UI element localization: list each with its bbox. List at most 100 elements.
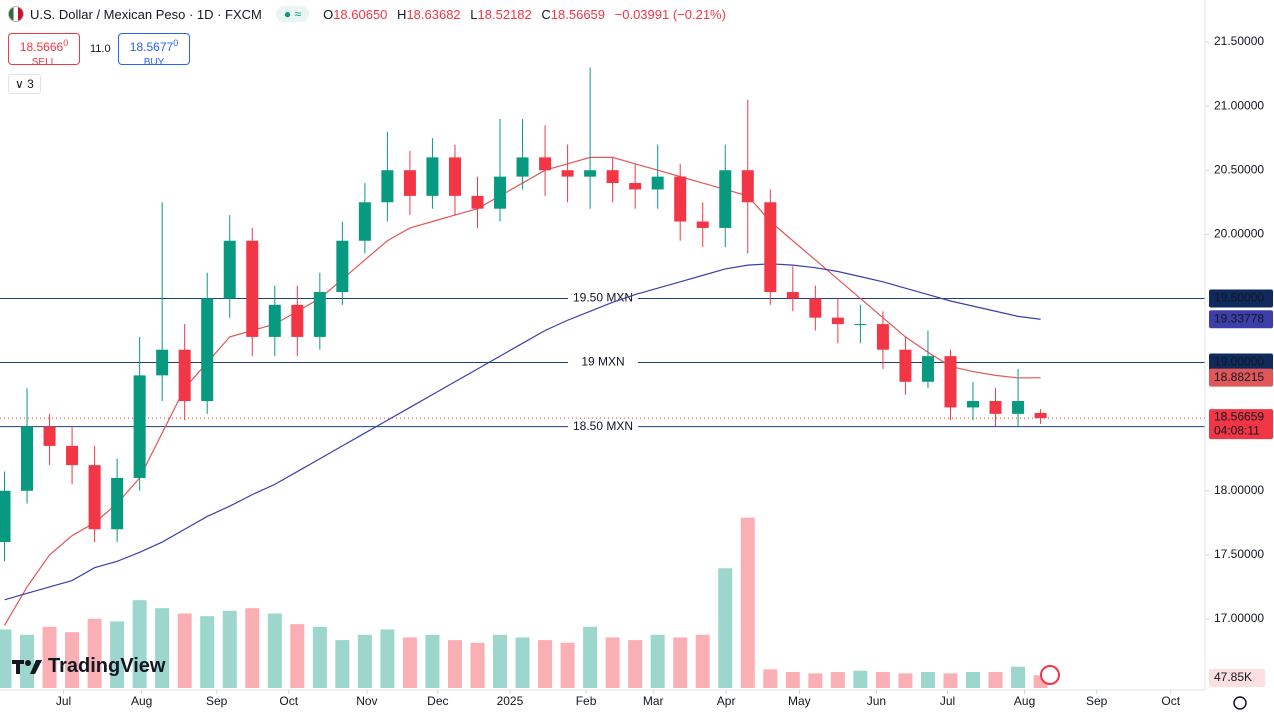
volume-bar — [470, 642, 485, 688]
volume-bar — [335, 640, 350, 688]
candle-body — [133, 375, 146, 478]
candle-body — [1034, 413, 1047, 419]
x-tick-label: Jul — [940, 694, 955, 708]
buy-price: 18.5677 — [129, 40, 174, 54]
candle-body — [606, 170, 619, 184]
candle-body — [967, 401, 980, 408]
candle-body — [381, 170, 394, 203]
logo-mark — [12, 659, 42, 674]
volume-bar — [177, 613, 192, 688]
buy-button[interactable]: 18.56770 BUY — [118, 33, 190, 68]
candle-body — [516, 157, 529, 177]
moving-average — [3, 156, 1041, 626]
volume-bar — [245, 608, 260, 688]
change: −0.03991 (−0.21%) — [614, 6, 726, 22]
volume-bar — [402, 637, 417, 688]
volume-bar — [42, 626, 57, 688]
volume-axis-box — [1209, 669, 1265, 687]
moving-average — [4, 263, 1041, 601]
indicator-count: 3 — [27, 77, 34, 91]
last-price-box — [1209, 409, 1273, 440]
ma-axis-box — [1209, 310, 1273, 329]
volume-bar — [988, 672, 1003, 688]
volume-bar — [830, 672, 845, 688]
buy-pip: 0 — [173, 38, 179, 48]
candle-body — [201, 298, 214, 402]
settings-icon — [1233, 696, 1247, 710]
candle-body — [448, 157, 461, 196]
level-label: 19 MXN — [581, 355, 624, 369]
candle-body — [651, 176, 664, 190]
ohlc-key: O — [323, 6, 334, 22]
volume-bar — [65, 632, 80, 688]
ohlc-value: 18.56659 — [550, 6, 606, 22]
volume-bar — [898, 673, 913, 688]
candle-body — [674, 176, 687, 222]
ohlc-key: H — [397, 6, 407, 22]
x-tick-label: Nov — [356, 694, 377, 708]
indicator-toggle[interactable]: ∨ 3 — [8, 74, 41, 94]
candle-body — [246, 240, 259, 337]
volume-bar — [695, 634, 710, 688]
candle-body — [989, 401, 1002, 414]
y-tick-label: 21.00000 — [1214, 98, 1264, 112]
status-pill[interactable]: ● ≈ — [275, 6, 310, 22]
volume-bar — [785, 672, 800, 688]
y-tick-label: 20.50000 — [1214, 162, 1264, 176]
candle-body — [921, 356, 934, 382]
candle-body — [403, 170, 416, 196]
sell-button[interactable]: 18.56660 SELL — [8, 33, 80, 68]
volume-bar — [1011, 666, 1026, 688]
candle-body — [268, 304, 281, 337]
candle-body — [66, 445, 79, 466]
x-tick-label: Dec — [427, 694, 448, 708]
x-tick-label: Feb — [576, 694, 597, 708]
volume-bar — [583, 626, 598, 688]
sell-pip: 0 — [63, 38, 69, 48]
volume-bar — [718, 568, 733, 688]
candle-body — [561, 170, 574, 177]
spread: 11.0 — [90, 43, 111, 55]
volume-bar — [290, 624, 305, 688]
logo: TradingView — [12, 655, 165, 678]
volume-bar — [493, 634, 508, 688]
candle-body — [313, 292, 326, 337]
header: U.S. Dollar / Mexican Peso · 1D · FXCM ●… — [8, 6, 732, 22]
ma-axis-label: 19.33778 — [1214, 311, 1264, 325]
y-tick-label: 20.00000 — [1214, 227, 1264, 241]
ma-axis-box — [1209, 368, 1273, 387]
ohlc-key: L — [470, 6, 478, 22]
volume-bar — [312, 626, 327, 688]
candle-body — [426, 157, 439, 196]
candle-body — [223, 240, 236, 299]
candle-body — [21, 426, 34, 491]
volume-bar — [920, 672, 935, 688]
volume-bar — [763, 669, 778, 688]
event-icon — [1040, 665, 1060, 685]
candle-body — [876, 324, 889, 350]
volume-bar — [650, 634, 665, 688]
candle-body — [944, 356, 957, 408]
x-tick-label: Oct — [279, 694, 298, 708]
volume-bar — [200, 616, 215, 688]
volume-bar — [808, 673, 823, 688]
x-tick-label: 2025 — [497, 694, 524, 708]
volume-bar — [222, 610, 237, 688]
ohlc-value: 18.60650 — [333, 6, 388, 22]
ohlc-key: C — [541, 6, 551, 22]
level-axis-box — [1209, 353, 1273, 372]
volume-bar — [605, 637, 620, 688]
candle-body — [741, 170, 754, 203]
volume-bar — [966, 672, 981, 688]
candle-body — [494, 176, 507, 209]
y-tick-label: 17.50000 — [1214, 547, 1264, 561]
candle-body — [291, 304, 304, 337]
volume-bar — [425, 634, 440, 688]
volume-bar — [853, 670, 868, 688]
buy-label: BUY — [143, 57, 165, 68]
x-tick-label: Jun — [867, 694, 886, 708]
ma-axis-label: 18.88215 — [1214, 370, 1264, 384]
x-tick-label: Jul — [56, 694, 71, 708]
candle-body — [43, 426, 56, 446]
